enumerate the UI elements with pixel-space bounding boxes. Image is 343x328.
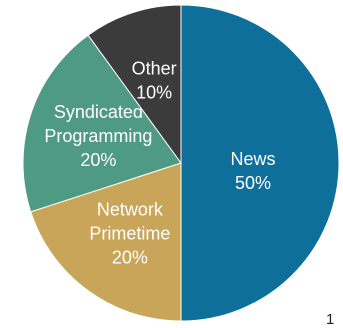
slice-label-syndicated: Syndicated Programming 20% bbox=[44, 102, 152, 170]
slice-label-line: 20% bbox=[80, 150, 116, 170]
slice-label-line: Other bbox=[132, 58, 177, 78]
slice-label-news: News 50% bbox=[230, 149, 275, 193]
pie-slice-news bbox=[180, 4, 340, 322]
slice-label-other: Other 10% bbox=[132, 58, 177, 102]
slice-label-line: Programming bbox=[44, 126, 152, 146]
pie-slice-network bbox=[30, 162, 182, 322]
slice-label-line: 50% bbox=[235, 173, 271, 193]
slice-label-line: News bbox=[230, 149, 275, 169]
slice-label-network: Network Primetime 20% bbox=[89, 199, 170, 267]
slice-label-line: 10% bbox=[136, 82, 172, 102]
slice-label-line: 20% bbox=[112, 247, 148, 267]
page-number: 1 bbox=[326, 311, 335, 328]
slice-label-line: Syndicated bbox=[54, 102, 143, 122]
pie-slice-syndicated bbox=[22, 34, 182, 213]
slice-label-line: Primetime bbox=[89, 223, 170, 243]
pie-slice-other bbox=[87, 4, 182, 165]
slice-label-line: Network bbox=[97, 199, 164, 219]
